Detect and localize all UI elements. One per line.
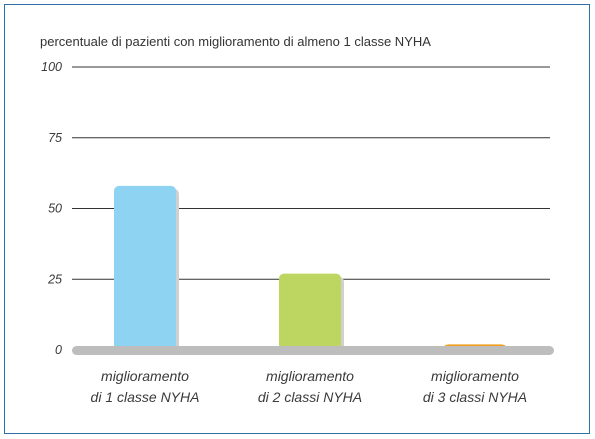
category-label: miglioramento	[431, 368, 519, 384]
category-label: di 3 classi NYHA	[423, 389, 527, 405]
y-axis-ticks: 100 75 50 25 0	[41, 60, 62, 357]
chart-title: percentuale di pazienti con migliorament…	[40, 34, 431, 49]
x-axis-baseline	[72, 346, 554, 355]
y-tick-label: 100	[41, 60, 62, 74]
y-tick-label: 50	[48, 202, 62, 216]
chart-frame	[4, 4, 590, 434]
bar	[279, 273, 341, 350]
category-label: di 2 classi NYHA	[258, 389, 362, 405]
bars	[114, 185, 509, 353]
y-tick-label: 25	[47, 272, 62, 286]
bar	[114, 185, 176, 350]
category-label: di 1 classe NYHA	[91, 389, 200, 405]
x-axis-labels: miglioramento di 1 classe NYHA miglioramen…	[91, 368, 528, 405]
y-tick-label: 0	[55, 343, 62, 357]
category-label: miglioramento	[266, 368, 354, 384]
y-tick-label: 75	[48, 131, 62, 145]
category-label: miglioramento	[101, 368, 189, 384]
